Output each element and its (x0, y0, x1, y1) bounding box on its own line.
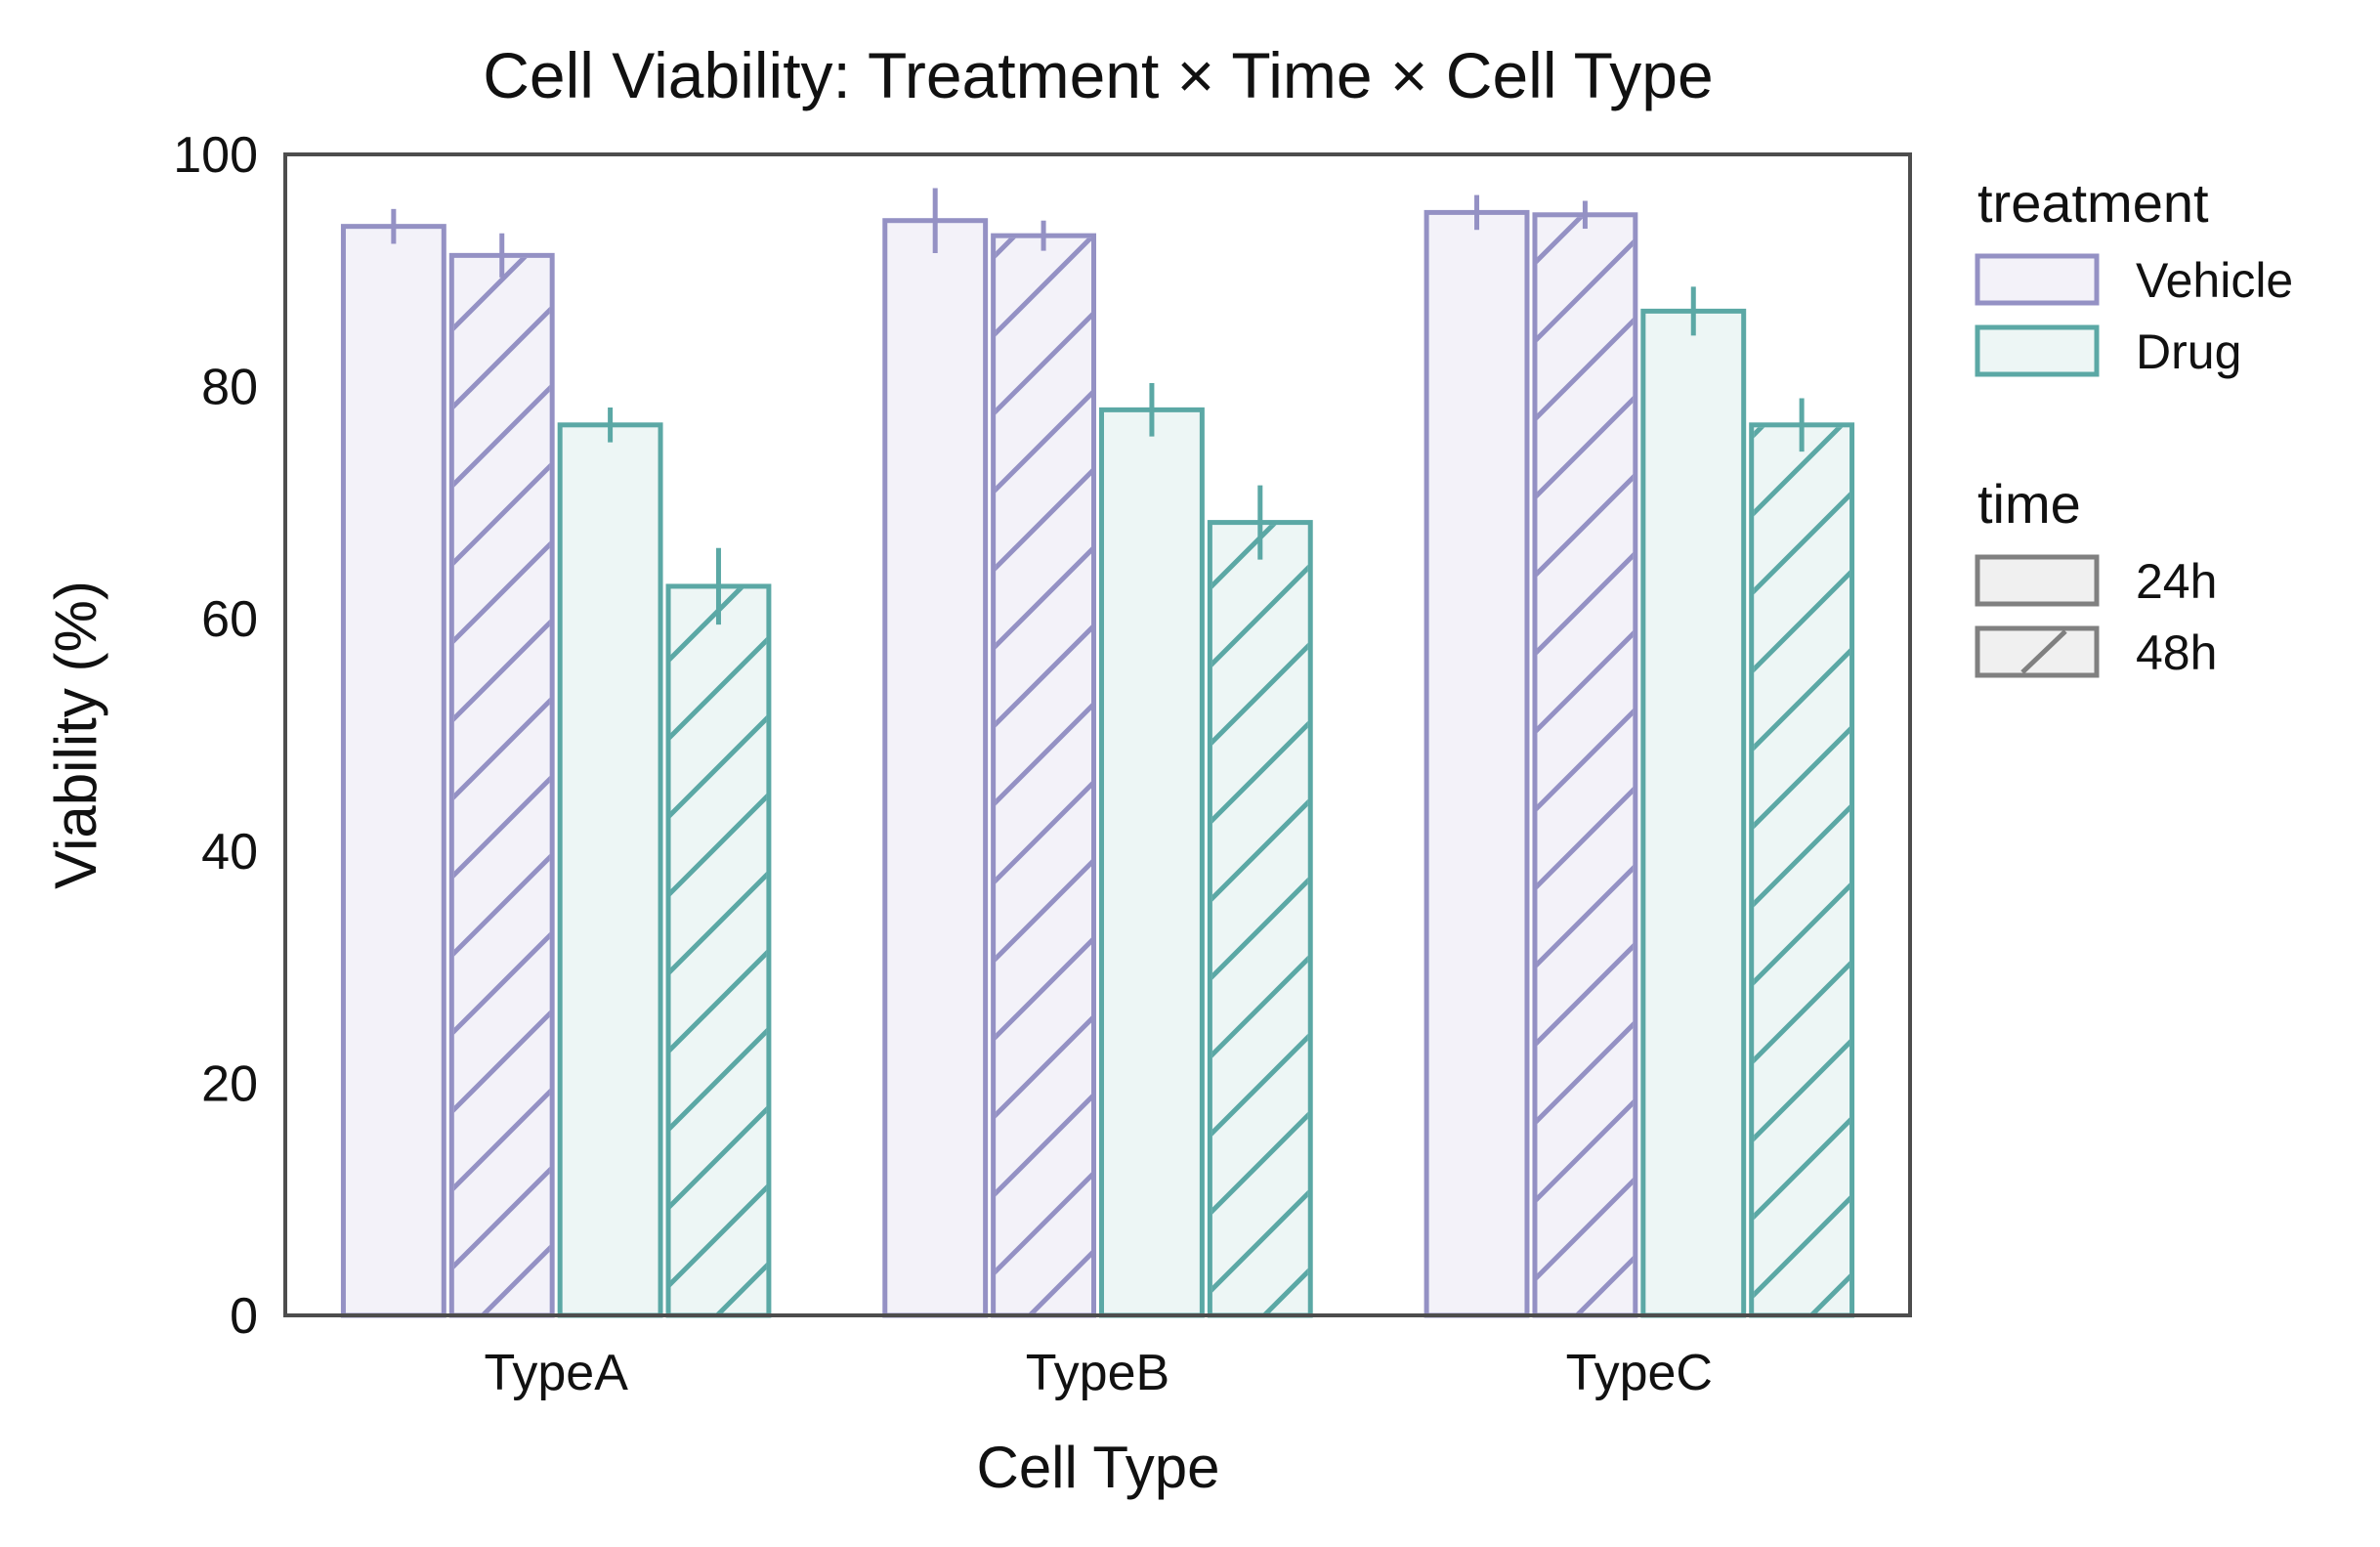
y-axis-ticks: 0 20 40 60 80 100 (173, 127, 258, 1345)
legend-swatch-48h (1975, 625, 2100, 678)
x-tick-label: TypeA (484, 1345, 628, 1401)
x-tick-label: TypeB (1026, 1345, 1169, 1401)
bar-hatch-drug-48h-typea (670, 588, 767, 1313)
bar-drug-24h-typea (557, 422, 663, 1318)
bar-vehicle-24h-typea (340, 224, 446, 1318)
chart-title: Cell Viability: Treatment × Time × Cell … (483, 39, 1713, 111)
legend-swatch-24h (1975, 554, 2100, 607)
y-axis-label: Viability (%) (43, 580, 108, 889)
legend-swatch-drug (1975, 324, 2100, 377)
x-axis-ticks: TypeA TypeB TypeC (484, 1345, 1713, 1401)
error-bars-layer (391, 188, 1805, 625)
x-tick-label: TypeC (1566, 1345, 1713, 1401)
y-tick-label: 60 (201, 591, 258, 648)
legend-title-treatment: treatment (1977, 172, 2209, 234)
bar-vehicle-24h-typeb (882, 218, 989, 1318)
legend-label-24h: 24h (2136, 554, 2217, 609)
y-tick-label: 20 (201, 1055, 258, 1112)
y-tick-label: 80 (201, 360, 258, 416)
y-tick-label: 0 (230, 1288, 258, 1345)
legend-label-drug: Drug (2136, 324, 2241, 379)
y-tick-label: 40 (201, 824, 258, 881)
bar-drug-24h-typeb (1099, 407, 1205, 1318)
bars-layer (340, 209, 1855, 1318)
bar-drug-24h-typec (1640, 308, 1747, 1318)
legend-swatch-vehicle (1975, 253, 2100, 306)
bar-hatch-vehicle-48h-typeb (996, 237, 1091, 1313)
legend-label-48h: 48h (2136, 625, 2217, 680)
x-axis-label: Cell Type (976, 1435, 1219, 1500)
legend-label-vehicle: Vehicle (2136, 253, 2293, 308)
bar-hatch-drug-48h-typeb (1211, 525, 1308, 1313)
legend-hatch-mark (2020, 629, 2067, 674)
legend: treatment Vehicle Drug time 24h 48h (1975, 172, 2293, 680)
bar-hatch-vehicle-48h-typec (1537, 217, 1634, 1313)
bar-hatch-vehicle-48h-typea (453, 257, 550, 1313)
y-tick-label: 100 (173, 127, 258, 184)
bar-vehicle-24h-typec (1424, 209, 1530, 1318)
bar-hatch-drug-48h-typec (1754, 427, 1850, 1313)
legend-title-time: time (1977, 473, 2081, 535)
plot-frame (283, 152, 1912, 1317)
